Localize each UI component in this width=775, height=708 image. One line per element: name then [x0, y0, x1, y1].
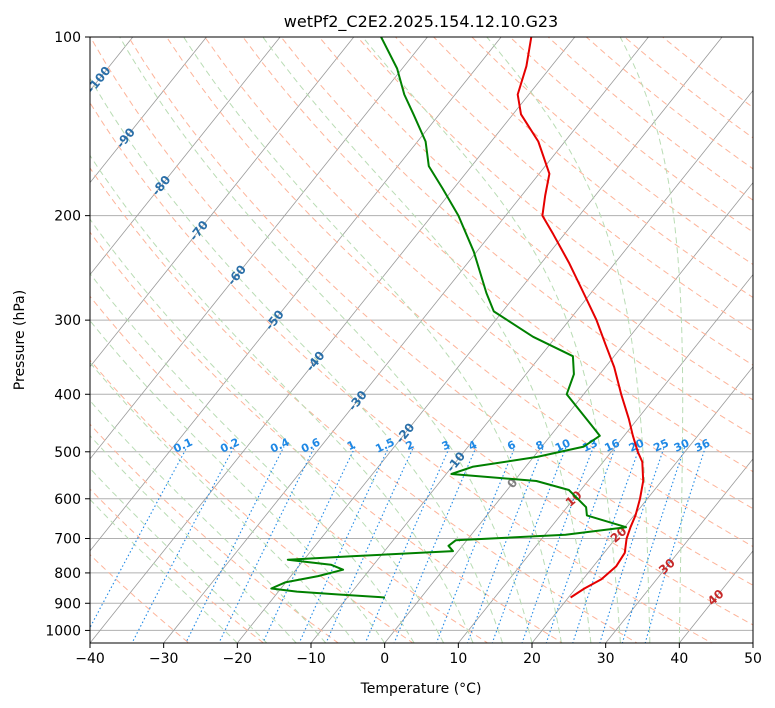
moist-adiabat-line: [362, 37, 621, 643]
y-tick-label: 700: [54, 532, 81, 548]
dry-adiabat-line: [90, 167, 639, 643]
sounding-profiles: [270, 37, 645, 599]
moist-adiabat-line: [90, 467, 268, 643]
isotherm-line: [236, 37, 723, 643]
dry-adiabat-line: [127, 37, 753, 586]
x-tick-label: 0: [380, 651, 389, 667]
dry-adiabat-line: [166, 37, 753, 548]
moist-adiabat-line: [90, 498, 238, 643]
background-grid: [0, 10, 753, 655]
y-tick-label: 900: [54, 596, 81, 612]
dry-adiabat-line: [90, 101, 713, 643]
mixing-ratio-line: [521, 446, 595, 643]
mixing-ratio-line: [393, 446, 477, 643]
isotherm-line: [457, 274, 753, 643]
mixing-ratio-label: 30: [672, 436, 692, 454]
x-tick-label: −20: [223, 651, 253, 667]
isotherm-line: [90, 37, 502, 552]
x-tick-label: 20: [523, 651, 541, 667]
moist-adiabat-line: [486, 37, 651, 643]
mixing-ratio-line: [218, 446, 316, 643]
moist-adiabat-line: [262, 37, 592, 643]
isotherm-line: [0, 10, 7, 655]
y-tick-label: 100: [54, 30, 81, 46]
dry-adiabat-line: [90, 488, 265, 643]
x-tick-label: −10: [296, 651, 326, 667]
chart-title: wetPf2_C2E2.2025.154.12.10.G23: [284, 12, 558, 32]
isotherm-line: [90, 37, 576, 643]
mixing-ratio-label: 25: [651, 436, 670, 454]
isotherm-line: [90, 37, 207, 184]
y-tick-label: 1000: [45, 623, 81, 639]
dry-adiabat-line: [90, 359, 414, 643]
isotherm-line: [531, 366, 753, 643]
mixing-ratio-line: [131, 446, 235, 643]
mixing-ratio-line: [545, 446, 617, 643]
mixing-ratio-label: 16: [603, 436, 623, 454]
y-tick-label: 300: [54, 313, 81, 329]
x-tick-label: −40: [75, 651, 105, 667]
moist-adiabat-line: [90, 319, 386, 643]
moist-adiabat-line: [90, 77, 503, 643]
dewpoint-line: [270, 37, 628, 599]
mixing-ratio-line: [572, 446, 641, 643]
axis-ticks: −40 −30 −20 −10 0 10 20 30 40 50 100 200 300 400 500 60…: [45, 30, 762, 667]
isotherm-line: [605, 458, 753, 643]
moist-adiabat-line: [183, 37, 562, 643]
dry-adiabat-line: [90, 423, 340, 643]
plot-frame: [89, 36, 754, 644]
isotherm-line: [90, 37, 281, 276]
moist-adiabat-line: [90, 272, 415, 643]
y-tick-label: 600: [54, 492, 81, 508]
x-tick-label: −30: [149, 651, 179, 667]
moist-adiabat-line: [90, 218, 445, 643]
x-axis-label: Temperature (°C): [360, 681, 482, 697]
dry-adiabat-line: [90, 231, 564, 643]
mixing-ratio-line: [90, 446, 188, 629]
temperature-line: [516, 37, 645, 599]
mixing-ratio-line: [491, 446, 567, 643]
dry-adiabat-line: [356, 37, 753, 366]
y-tick-label: 200: [54, 209, 81, 225]
y-tick-label: 400: [54, 387, 81, 403]
isotherm-line: [90, 37, 355, 368]
x-tick-label: 50: [744, 651, 762, 667]
moist-adiabat-line: [119, 37, 533, 643]
y-axis-label: Pressure (hPa): [12, 290, 28, 390]
isotherm-line: [310, 89, 753, 643]
plot-background: [90, 37, 753, 643]
mixing-ratio-label: 13: [580, 437, 599, 455]
x-tick-label: 30: [597, 651, 615, 667]
moist-adiabat-line: [619, 37, 684, 643]
dry-adiabat-line: [90, 37, 753, 626]
dry-adiabat-line: [204, 37, 753, 510]
moist-adiabat-line: [90, 434, 297, 643]
x-tick-label: 10: [449, 651, 467, 667]
y-tick-label: 800: [54, 566, 81, 582]
isotherm-line: [384, 181, 753, 643]
y-tick-label: 500: [54, 445, 81, 461]
isotherm-line: [163, 37, 649, 643]
mixing-ratio-label: 36: [693, 436, 713, 454]
mixing-ratio-line: [466, 446, 545, 643]
mixing-ratio-line: [262, 446, 356, 643]
moist-adiabat-line: [90, 361, 356, 643]
isotherm-line: [90, 37, 428, 460]
moist-adiabat-line: [90, 154, 474, 643]
x-tick-label: 40: [670, 651, 688, 667]
mixing-ratio-line: [185, 446, 285, 643]
